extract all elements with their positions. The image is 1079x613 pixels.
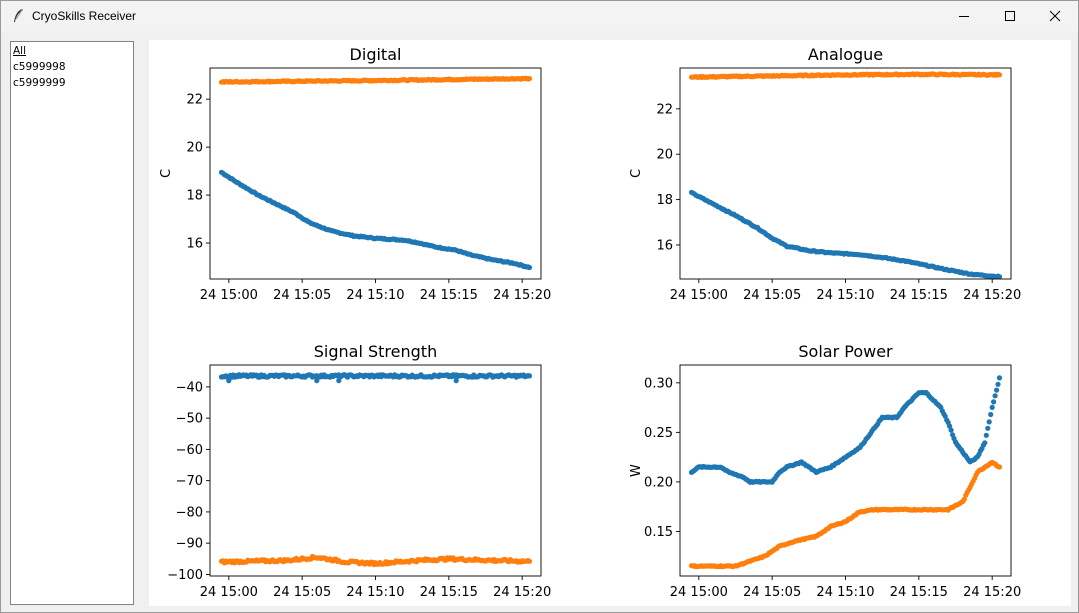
list-item-all[interactable]: All [13,45,27,57]
chart-title: Signal Strength [314,342,437,361]
data-point [995,381,1001,387]
feather-icon [14,8,23,22]
data-point [336,378,342,384]
data-point [996,375,1003,381]
y-axis-label: C [159,169,174,178]
x-tick-label: 24 15:00 [670,288,728,303]
title-bar[interactable]: CryoSkills Receiver [1,1,1078,31]
close-icon [1049,10,1061,22]
x-tick-label: 24 15:05 [273,288,331,303]
y-tick-label: −60 [176,443,203,458]
chart-title: Digital [350,45,402,64]
data-point [989,404,995,410]
y-tick-label: 18 [656,193,673,208]
data-point [526,264,533,271]
x-tick-label: 24 15:10 [816,288,874,303]
data-point [526,558,533,564]
x-tick-label: 24 15:15 [420,585,478,600]
axes-frame [679,67,1012,280]
chart-0: Digital C 16 18 20 22 24 15:00 24 15:05 24 15:10… [159,45,551,303]
y-tick-label: 0.20 [644,475,673,490]
maximize-button[interactable] [987,1,1033,31]
axes-frame [209,67,542,280]
data-point [992,393,998,399]
y-tick-label: −40 [176,380,203,395]
device-listbox[interactable]: All c5999998 c5999999 [10,41,134,605]
maximize-icon [1005,11,1015,21]
chart-title: Analogue [808,45,883,64]
x-tick-label: 24 15:20 [963,585,1021,600]
y-tick-label: 20 [656,148,673,163]
y-tick-label: −100 [167,568,203,583]
x-tick-label: 24 15:00 [200,585,258,600]
data-point [996,274,1003,280]
x-tick-label: 24 15:05 [743,288,801,303]
y-tick-label: 0.15 [644,525,673,540]
y-tick-label: −90 [176,537,203,552]
close-button[interactable] [1032,1,1078,31]
y-axis-label: W [629,464,644,477]
data-point [947,423,953,429]
y-tick-label: 0.30 [644,376,673,391]
x-tick-label: 24 15:15 [890,288,948,303]
chart-title: Solar Power [798,342,893,361]
x-tick-label: 24 15:15 [890,585,948,600]
x-tick-label: 24 15:00 [200,288,258,303]
x-tick-label: 24 15:20 [963,288,1021,303]
y-tick-label: −80 [176,505,203,520]
x-tick-label: 24 15:20 [493,585,551,600]
data-point [526,76,533,82]
chart-2: Signal Strength −100 −90 −80 −70 −60 −50 −40 24 … [167,342,551,600]
x-tick-label: 24 15:05 [743,585,801,600]
y-tick-label: 20 [186,141,203,156]
x-tick-label: 24 15:10 [346,585,404,600]
list-item-c5999998[interactable]: c5999998 [13,61,66,73]
y-axis-label: C [629,169,644,178]
data-point [994,387,1000,393]
y-tick-label: 22 [186,93,203,108]
plot-canvas[interactable]: Digital C 16 18 20 22 24 15:00 24 15:05 24 15:10… [149,40,1071,606]
data-point [948,427,954,433]
data-point [982,440,988,446]
x-tick-label: 24 15:10 [346,288,404,303]
y-tick-label: 0.25 [644,426,673,441]
data-point [453,378,459,384]
data-point [986,419,992,425]
y-tick-label: −50 [176,412,203,427]
x-tick-label: 24 15:00 [670,585,728,600]
data-point [996,72,1003,78]
charts-figure: Digital C 16 18 20 22 24 15:00 24 15:05 24 15:10… [159,45,1021,600]
y-tick-label: 16 [656,238,673,253]
x-tick-label: 24 15:20 [493,288,551,303]
y-tick-label: 18 [186,189,203,204]
data-point [314,378,320,384]
data-point [996,464,1003,470]
axes-frame [209,364,542,577]
minimize-button[interactable] [941,1,987,31]
y-tick-label: 22 [656,102,673,117]
x-tick-label: 24 15:15 [420,288,478,303]
data-point [526,373,533,379]
chart-1: Analogue C 16 18 20 22 24 15:00 24 15:05 24 15:1… [629,45,1021,303]
y-tick-label: 16 [186,237,203,252]
chart-3: Solar Power W 0.15 0.20 0.25 0.30 24 15:00 24 1… [629,342,1021,600]
minimize-icon [959,16,969,17]
data-point [985,425,991,431]
x-tick-label: 24 15:05 [273,585,331,600]
data-point [983,432,989,438]
data-point [961,496,967,502]
list-item-c5999999[interactable]: c5999999 [13,77,66,89]
window-title: CryoSkills Receiver [32,9,137,23]
y-tick-label: −70 [176,474,203,489]
data-point [991,399,997,405]
data-point [226,378,232,384]
data-point [988,411,994,418]
x-tick-label: 24 15:10 [816,585,874,600]
